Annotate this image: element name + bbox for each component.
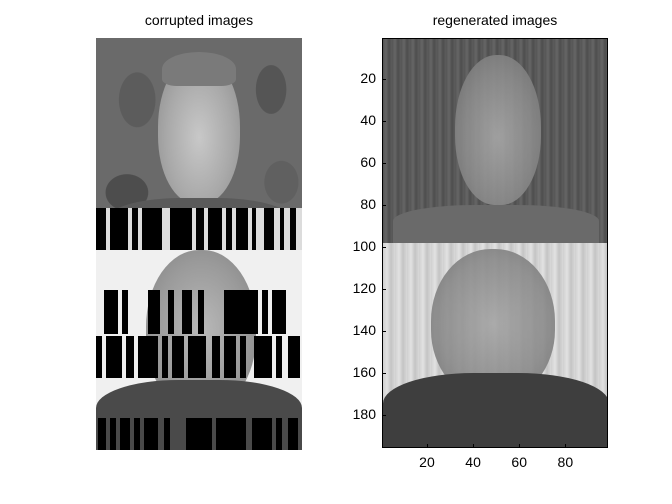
regenerated-face-top bbox=[383, 39, 607, 245]
y-tick-mark bbox=[382, 205, 386, 207]
y-tick-mark bbox=[382, 289, 386, 291]
corruption-bars-2 bbox=[96, 290, 302, 334]
x-tick-mark bbox=[426, 444, 428, 448]
corruption-bars-1 bbox=[96, 208, 302, 250]
y-tick-label: 80 bbox=[360, 196, 376, 213]
corrupted-images-panel bbox=[96, 38, 302, 450]
corruption-bars-3 bbox=[96, 336, 302, 378]
regen-face-top-head bbox=[455, 55, 541, 205]
x-tick-label: 60 bbox=[511, 454, 527, 470]
x-tick-mark bbox=[473, 444, 475, 448]
face-top-hair bbox=[162, 52, 236, 86]
y-tick-label: 20 bbox=[360, 70, 376, 86]
regen-face-bottom-suit bbox=[383, 373, 607, 447]
regenerated-images-panel bbox=[382, 38, 608, 448]
y-tick-mark bbox=[382, 415, 386, 417]
y-tick-mark bbox=[382, 163, 386, 165]
y-tick-mark bbox=[382, 331, 386, 333]
x-tick-mark bbox=[565, 444, 567, 448]
y-tick-label: 180 bbox=[352, 406, 376, 423]
regenerated-face-bottom bbox=[383, 243, 607, 447]
y-tick-label: 40 bbox=[360, 112, 376, 129]
x-tick-label: 20 bbox=[419, 454, 435, 470]
regen-face-top-shoulders bbox=[393, 205, 599, 245]
x-tick-label: 80 bbox=[557, 454, 574, 470]
y-tick-mark bbox=[382, 247, 386, 249]
x-tick-mark bbox=[519, 444, 521, 448]
y-tick-label: 120 bbox=[352, 280, 376, 297]
y-tick-label: 160 bbox=[352, 364, 376, 381]
y-tick-mark bbox=[382, 373, 386, 375]
corruption-bars-4 bbox=[96, 418, 302, 450]
y-tick-label: 100 bbox=[352, 238, 376, 255]
y-tick-mark bbox=[382, 121, 386, 123]
left-panel-title: corrupted images bbox=[144, 12, 254, 28]
x-tick-label: 40 bbox=[465, 454, 481, 470]
y-tick-label: 60 bbox=[360, 154, 376, 171]
right-panel-title: regenerated images bbox=[432, 12, 558, 28]
y-tick-label: 140 bbox=[352, 322, 376, 339]
y-tick-mark bbox=[382, 79, 386, 80]
